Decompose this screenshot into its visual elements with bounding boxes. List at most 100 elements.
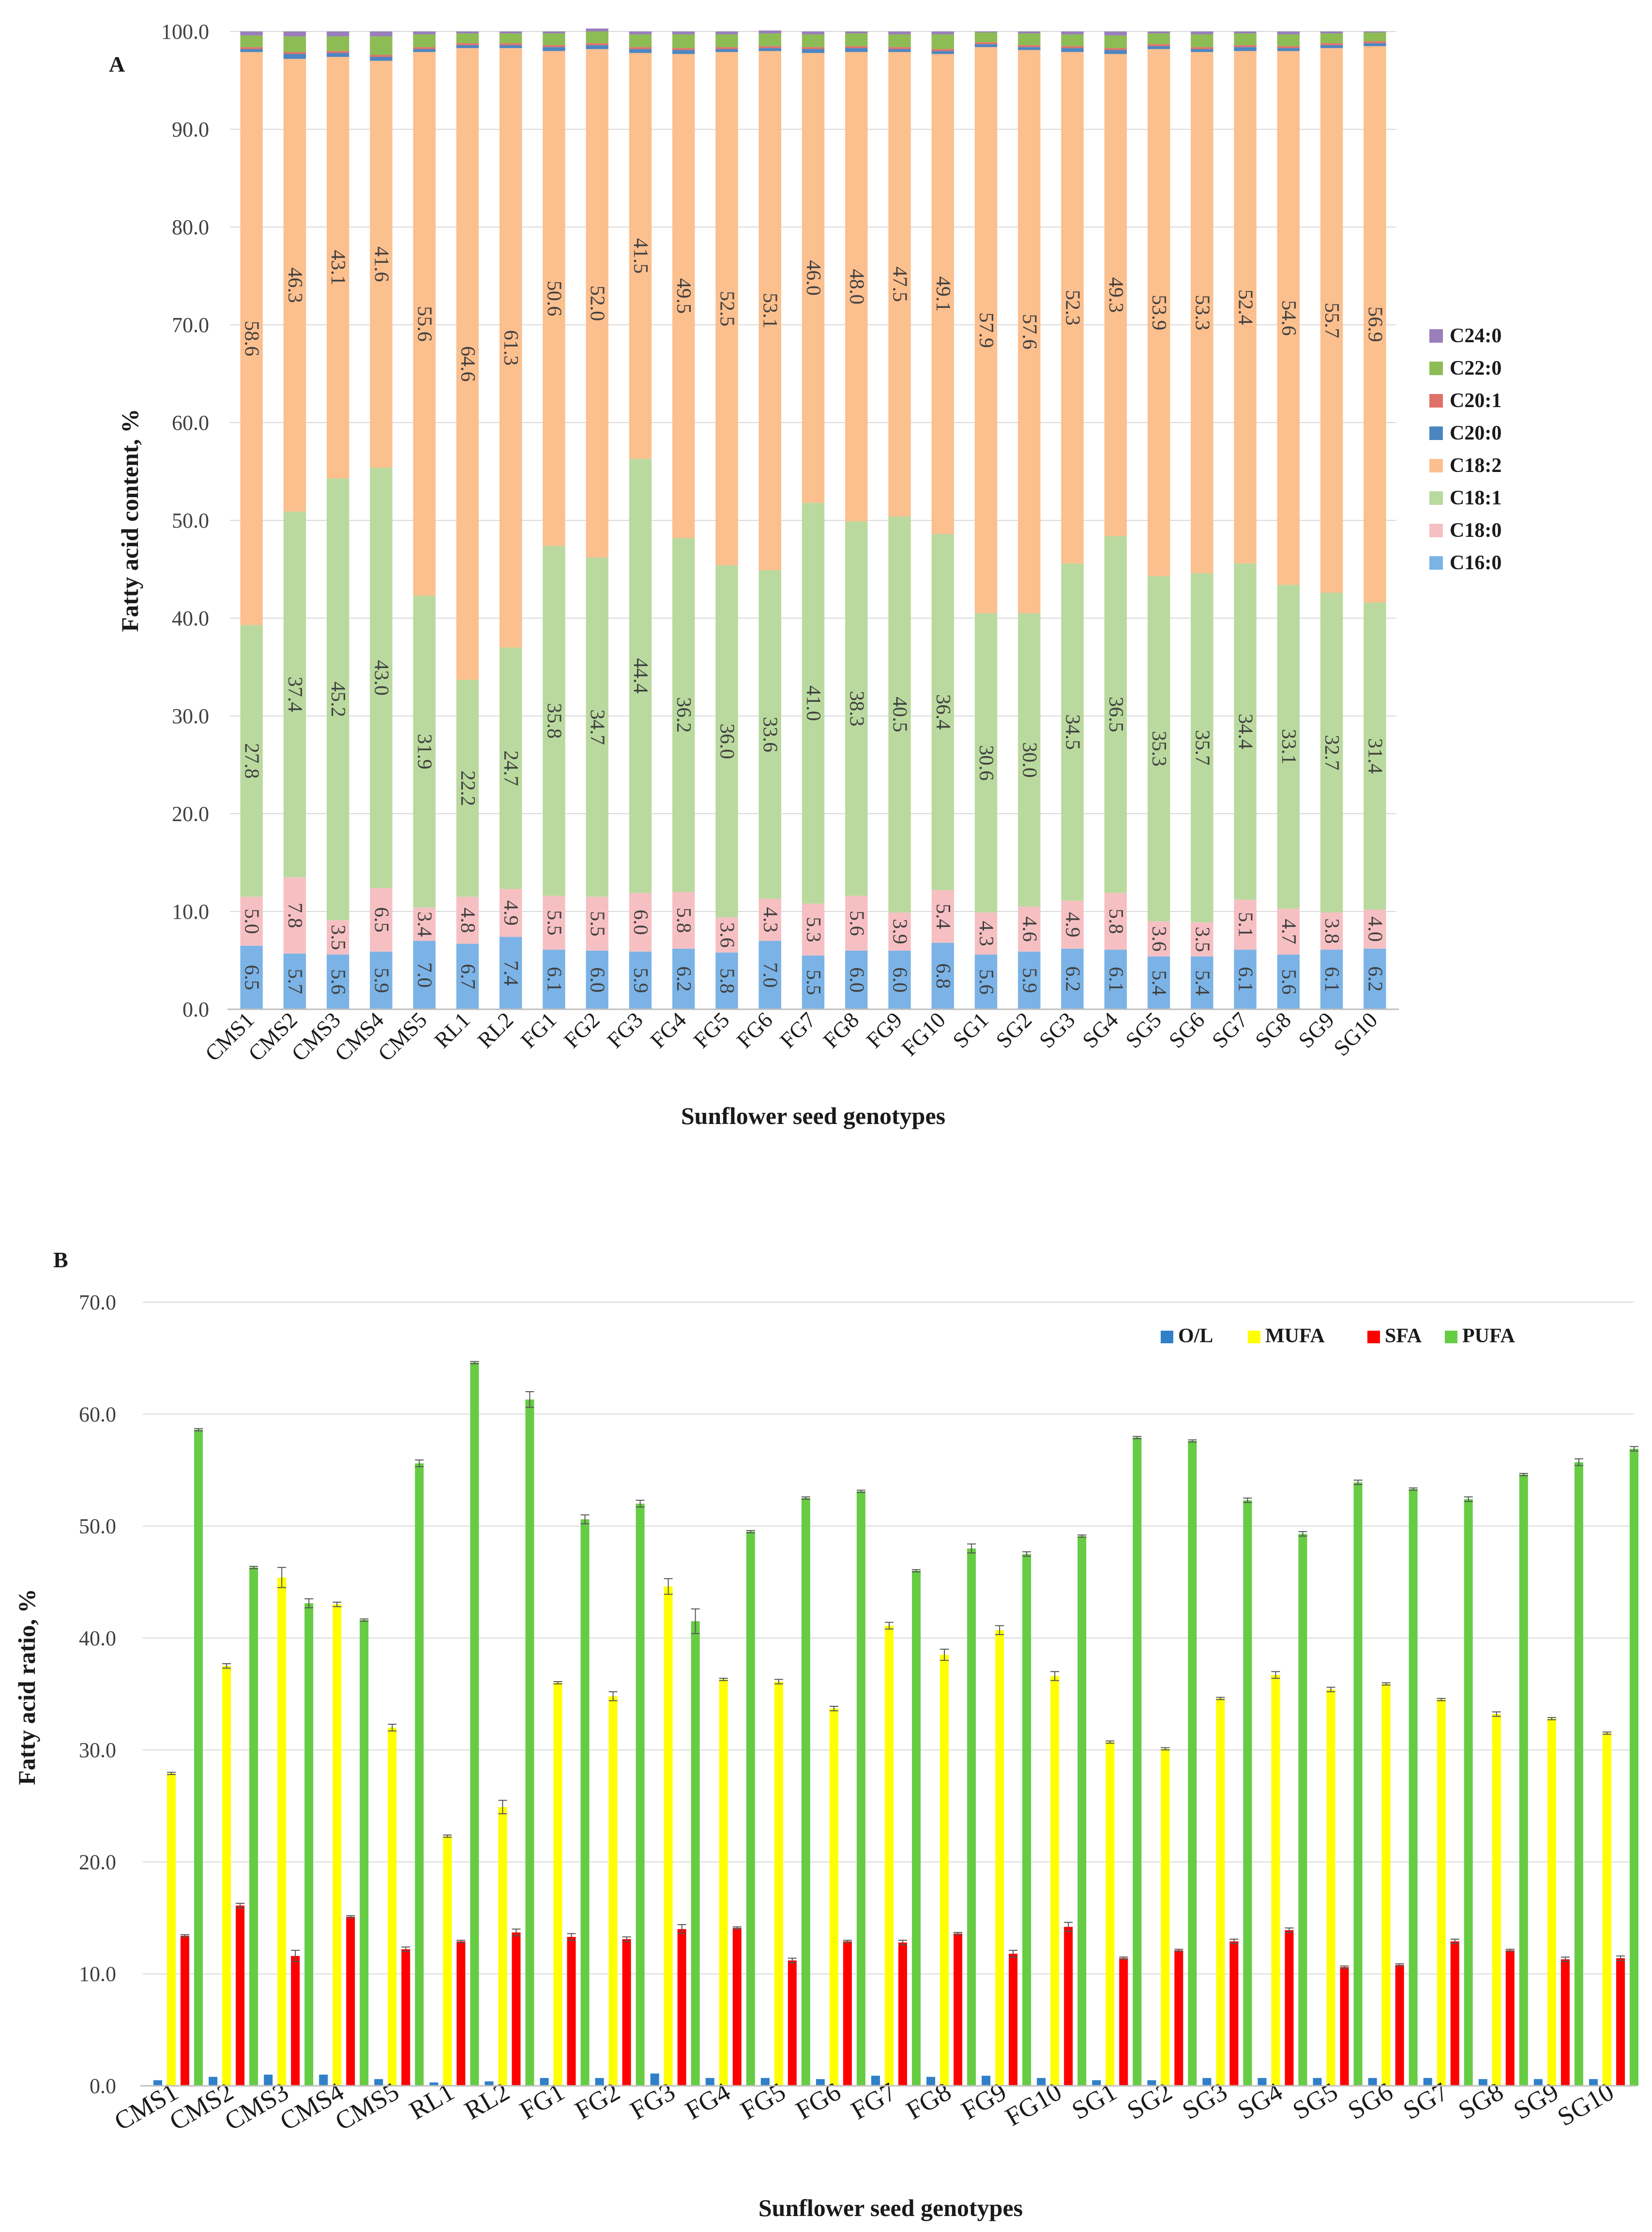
panel-a-y-tick-label: 70.0: [172, 313, 209, 337]
panel-a-bar-segment: [370, 57, 393, 61]
panel-b-bar: [1505, 1950, 1515, 2086]
panel-b-bar: [153, 2080, 162, 2086]
panel-a-bar-segment: [456, 48, 479, 680]
panel-a-bar-segment: [715, 34, 738, 47]
panel-a-data-label: 6.1: [1105, 967, 1127, 992]
panel-a-y-tick-label: 0.0: [182, 998, 209, 1021]
panel-a-data-label: 34.4: [1234, 714, 1257, 750]
panel-a-bar-segment: [240, 49, 263, 52]
panel-b-bar: [982, 2076, 991, 2086]
panel-a-data-label: 35.7: [1191, 730, 1213, 766]
panel-b-bar: [801, 1498, 810, 2086]
panel-a-bar-segment: [1277, 954, 1300, 1009]
panel-a-bar-segment: [1061, 52, 1084, 563]
panel-a-bar-segment: [499, 31, 522, 34]
panel-b-bar: [443, 1836, 452, 2086]
panel-a-bar-segment: [629, 53, 652, 459]
panel-a-data-label: 6.2: [1061, 966, 1084, 991]
panel-b-y-ticks: 0.0 10.0 20.0 30.0 40.0 50.0 60.0 70.0: [79, 1291, 116, 2098]
panel-a-data-label: 5.0: [241, 909, 263, 934]
panel-b-bar: [622, 1939, 631, 2086]
panel-a-legend-swatch: [1429, 362, 1443, 375]
panel-b-bar: [1602, 1733, 1611, 2086]
panel-a-x-tick-label: FG2: [559, 1007, 605, 1053]
panel-a-bar-segment: [413, 595, 436, 908]
panel-b-legend-label: MUFA: [1265, 1325, 1325, 1347]
panel-a-bar-segment: [1104, 949, 1127, 1009]
panel-b-bar: [1119, 1958, 1128, 2086]
panel-a-bar-segment: [1104, 536, 1127, 893]
panel-a-bar-segment: [326, 51, 349, 53]
panel-b-bar: [871, 2076, 880, 2086]
panel-b-x-axis-title: Sunflower seed genotypes: [758, 2194, 1023, 2221]
panel-b-legend-swatch: [1445, 1331, 1457, 1343]
panel-a-data-label: 31.9: [413, 734, 436, 770]
panel-b-bar: [884, 1625, 894, 2086]
panel-a-data-label: 6.0: [889, 967, 911, 992]
panel-b-bar: [705, 2078, 714, 2086]
panel-b-bar: [209, 2077, 218, 2086]
panel-a-data-label: 24.7: [500, 750, 522, 786]
panel-a-data-label: 36.5: [1105, 697, 1127, 732]
panel-b-bar: [540, 2078, 549, 2086]
panel-a-data-label: 6.1: [543, 967, 565, 992]
panel-a-x-tick-label: SG8: [1250, 1007, 1296, 1053]
panel-a-data-label: 5.6: [975, 969, 997, 995]
panel-a-bar-segment: [974, 912, 998, 955]
panel-a-bar-segment: [499, 937, 522, 1009]
panel-a-bar-segment: [543, 949, 565, 1009]
panel-a-bar-segment: [931, 54, 954, 534]
panel-a-x-tick-label: FG6: [732, 1007, 777, 1053]
panel-b-bar: [898, 1942, 907, 2086]
panel-a-bar-segment: [283, 54, 306, 59]
panel-a-data-label: 32.7: [1320, 735, 1343, 771]
panel-a-bar-segment: [672, 892, 695, 949]
panel-a-y-tick-label: 60.0: [172, 411, 209, 435]
panel-a-legend-label: C18:1: [1450, 487, 1501, 509]
panel-a-bar-segment: [370, 31, 393, 37]
panel-a-bar-segment: [499, 647, 522, 889]
panel-b-bar: [1243, 1500, 1252, 2086]
panel-a-bar-segment: [1234, 51, 1257, 563]
panel-b-bar: [1547, 1718, 1556, 2086]
panel-a-bar-segment: [888, 49, 911, 52]
panel-a-x-tick-label: CMS5: [373, 1007, 432, 1066]
panel-a-legend-label: C16:0: [1450, 552, 1501, 574]
panel-b-bar: [1161, 1748, 1170, 2086]
panel-a-bars: [240, 28, 1386, 1009]
panel-a-x-tick-label: SG5: [1121, 1007, 1166, 1053]
panel-b-bar: [1340, 1967, 1349, 2086]
panel-a-data-label: 4.3: [975, 921, 997, 946]
panel-a-bar-segment: [1277, 585, 1300, 909]
panel-a-bar-segment: [1191, 47, 1213, 49]
panel-b-bar: [304, 1603, 314, 2086]
panel-b-bar: [843, 1941, 852, 2086]
panel-a-data-label: 4.9: [1061, 912, 1084, 938]
panel-a-letter: A: [109, 52, 125, 76]
panel-b-bar: [1202, 2078, 1212, 2086]
panel-a-bar-segment: [1061, 48, 1084, 52]
panel-b-bar: [1229, 1941, 1239, 2086]
panel-a-bar-segment: [1018, 50, 1041, 613]
panel-a-bar-segment: [845, 46, 868, 48]
panel-a-bar-segment: [672, 48, 695, 50]
panel-a-bar-segment: [888, 52, 911, 516]
panel-b-bar: [650, 2073, 659, 2086]
panel-b-bar: [1519, 1474, 1528, 2086]
panel-a-bar-segment: [1234, 899, 1257, 950]
panel-a-data-label: 53.1: [759, 293, 781, 329]
panel-a-bar-segment: [370, 951, 393, 1009]
panel-a-data-label: 43.1: [327, 250, 349, 286]
panel-a-bar-segment: [1364, 909, 1386, 949]
panel-a-data-label: 57.6: [1018, 314, 1040, 349]
panel-a-bar-segment: [543, 896, 565, 950]
panel-a-data-label: 5.5: [543, 910, 565, 936]
panel-a-bar-segment: [240, 945, 263, 1009]
panel-a-data-label: 46.3: [284, 267, 306, 303]
panel-a-bar-segment: [456, 43, 479, 46]
panel-b-bar: [401, 1949, 410, 2086]
panel-b-bar: [580, 1519, 590, 2086]
panel-a-bar-segment: [1191, 34, 1213, 47]
panel-a-x-tick-label: FG7: [775, 1007, 820, 1053]
panel-a-data-label: 4.8: [456, 908, 479, 933]
